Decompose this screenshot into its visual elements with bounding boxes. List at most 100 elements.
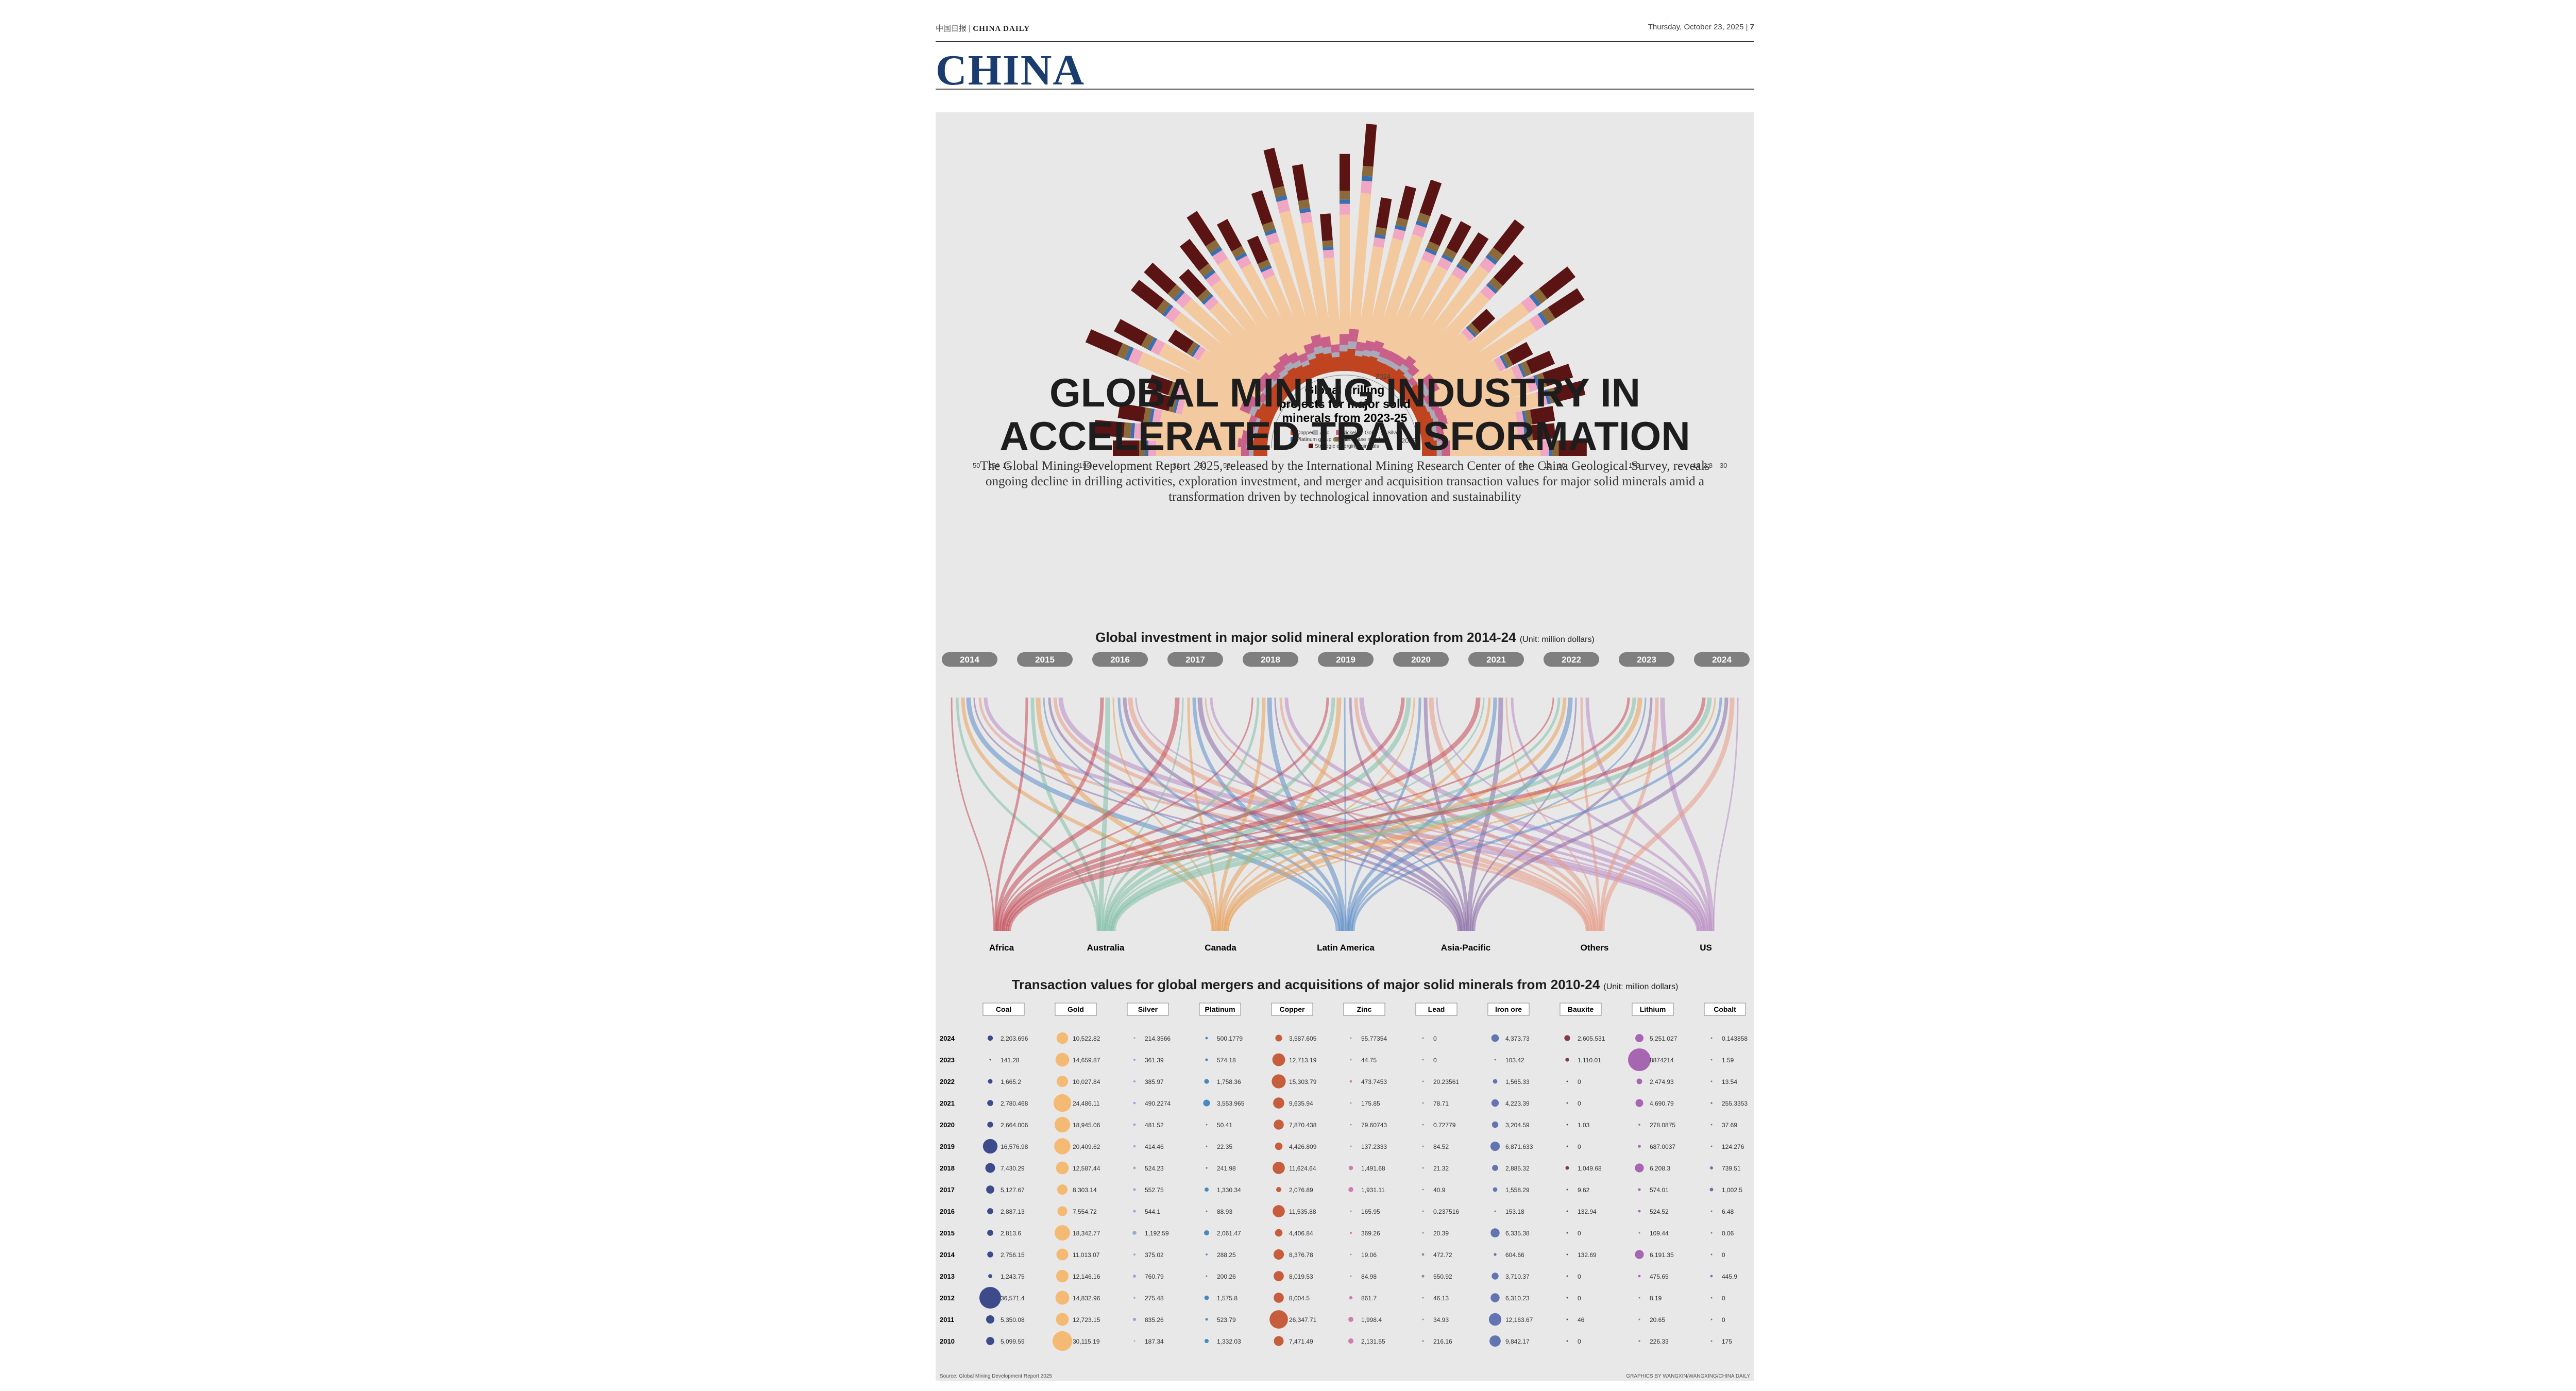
ma-value: 1,332.03 bbox=[1217, 1338, 1241, 1345]
drilling-bar-segment bbox=[1265, 232, 1280, 245]
ma-bubble bbox=[1566, 1189, 1568, 1191]
ma-value: 11,535.88 bbox=[1289, 1208, 1316, 1215]
drilling-bar-segment bbox=[1340, 334, 1350, 345]
ma-year-label: 2021 bbox=[940, 1099, 955, 1107]
headline: GLOBAL MINING INDUSTRY IN ACCELERATED TR… bbox=[999, 370, 1690, 459]
ma-bubble bbox=[1054, 1138, 1071, 1155]
flow-link bbox=[1043, 697, 1341, 931]
ma-value: 2,885.32 bbox=[1505, 1165, 1530, 1172]
drilling-bar-segment bbox=[1426, 241, 1440, 252]
drilling-bar-segment bbox=[1145, 440, 1148, 456]
right-bar-value: 53 bbox=[1519, 462, 1526, 469]
region-label: Canada bbox=[1205, 943, 1236, 953]
mineral-header: Platinum bbox=[1205, 1005, 1235, 1013]
drilling-bar-segment bbox=[1441, 378, 1531, 421]
drilling-bar-segment bbox=[1162, 304, 1174, 317]
ma-year-label: 2024 bbox=[940, 1034, 955, 1042]
ma-value: 1,665.2 bbox=[1001, 1078, 1021, 1085]
ma-value: 8,303.14 bbox=[1073, 1186, 1097, 1194]
drilling-bar-segment bbox=[1340, 203, 1350, 215]
investment-title: Global investment in major solid mineral… bbox=[936, 630, 1754, 646]
ma-value: 141.28 bbox=[1001, 1057, 1020, 1064]
ma-value: 7,471.49 bbox=[1289, 1338, 1313, 1345]
drilling-bar-segment bbox=[1397, 185, 1416, 220]
ma-bubble bbox=[1565, 1058, 1569, 1062]
investment-flow-chart: 2014 2015 2016 2017 2018 2019 2020 2021 2022 2023… bbox=[942, 652, 1750, 953]
drilling-bar-segment bbox=[1187, 211, 1216, 247]
mineral-header-box bbox=[1487, 1003, 1530, 1016]
ma-bubble bbox=[1422, 1102, 1424, 1104]
flow-link bbox=[1227, 697, 1716, 931]
drilling-bar-segment bbox=[1260, 265, 1272, 273]
ma-bubble bbox=[1204, 1338, 1209, 1344]
drilling-bar-segment bbox=[1165, 306, 1181, 323]
ma-value: 552.75 bbox=[1145, 1186, 1164, 1194]
ma-value: 241.98 bbox=[1217, 1165, 1236, 1172]
ma-value: 490.2274 bbox=[1145, 1100, 1171, 1107]
drilling-bar-segment bbox=[1541, 307, 1555, 324]
flow-link bbox=[1006, 697, 1630, 931]
ma-year-label: 2019 bbox=[940, 1143, 955, 1150]
ma-bubble bbox=[1492, 1273, 1499, 1280]
flow-link bbox=[996, 697, 1180, 931]
year-pill-label: 2024 bbox=[1712, 655, 1732, 665]
ma-value: 10,027.84 bbox=[1073, 1078, 1100, 1085]
drilling-bar-segment bbox=[1542, 364, 1573, 386]
ma-bubble bbox=[1272, 1053, 1285, 1066]
left-bar-value: 4 bbox=[995, 462, 999, 469]
ma-bubble bbox=[987, 1208, 993, 1214]
drilling-bar-segment bbox=[1212, 249, 1228, 265]
drilling-bar-segment bbox=[1451, 266, 1467, 281]
drilling-bar-segment bbox=[1113, 440, 1139, 456]
ma-value: 524.52 bbox=[1650, 1208, 1669, 1215]
drilling-bar-segment bbox=[1143, 407, 1152, 423]
drilling-bar-segment bbox=[1419, 179, 1442, 216]
ma-bubble bbox=[1133, 1145, 1136, 1148]
left-bar-value: 50 bbox=[973, 462, 980, 469]
flow-link bbox=[1284, 697, 1706, 931]
ma-value: 15,303.79 bbox=[1289, 1078, 1317, 1085]
ma-value: 574.18 bbox=[1217, 1057, 1236, 1064]
ma-value: 0 bbox=[1433, 1035, 1437, 1042]
drilling-bar-segment bbox=[1374, 233, 1386, 240]
ma-bubble bbox=[1710, 1166, 1713, 1169]
year-pill bbox=[1619, 652, 1674, 667]
ma-bubble bbox=[1350, 1253, 1352, 1256]
ma-value: 2,756.15 bbox=[1001, 1251, 1025, 1259]
ma-value: 369.26 bbox=[1361, 1230, 1380, 1237]
year-label-2024: 2024 bbox=[1376, 372, 1391, 380]
mineral-header: Iron ore bbox=[1495, 1005, 1522, 1013]
flow-link bbox=[994, 697, 1028, 931]
year-pill bbox=[1468, 652, 1524, 667]
ma-value: 278.0875 bbox=[1650, 1122, 1675, 1129]
drilling-bar-segment bbox=[1526, 376, 1538, 393]
drilling-bar-segment bbox=[1131, 280, 1164, 310]
flow-link bbox=[1005, 697, 1554, 931]
ma-value: 1,491.68 bbox=[1361, 1165, 1385, 1172]
ma-value: 12,723.15 bbox=[1073, 1316, 1100, 1324]
drilling-bar-segment bbox=[1537, 312, 1549, 326]
flow-link bbox=[1223, 697, 1567, 931]
mineral-header: Coal bbox=[996, 1005, 1011, 1013]
drilling-bar-segment bbox=[1186, 341, 1198, 356]
ma-value: 36,571.4 bbox=[1001, 1295, 1025, 1302]
ma-bubble bbox=[1206, 1275, 1208, 1277]
drilling-bar-segment bbox=[1183, 298, 1269, 379]
drilling-bar-segment bbox=[1167, 284, 1182, 299]
drilling-bar-segment bbox=[1298, 199, 1310, 210]
drilling-bar-segment bbox=[1231, 246, 1246, 258]
flow-link bbox=[1600, 697, 1735, 931]
drilling-bar-segment bbox=[1520, 361, 1532, 377]
flow-link bbox=[1103, 697, 1260, 931]
mineral-header-box bbox=[1055, 1003, 1097, 1016]
drilling-bar-segment bbox=[1263, 147, 1284, 189]
drilling-bar-segment bbox=[1382, 367, 1401, 387]
drilling-bar-segment bbox=[1181, 386, 1253, 423]
ma-bubble-table: Coal Gold Silver Platinum Copper Zinc Lead Iron… bbox=[940, 1003, 1748, 1351]
drilling-bar-segment bbox=[1201, 294, 1213, 305]
ma-value: 18,945.06 bbox=[1073, 1122, 1100, 1129]
year-pill-label: 2020 bbox=[1411, 655, 1431, 665]
drilling-bar-segment bbox=[1191, 344, 1200, 358]
ma-bubble bbox=[1710, 1253, 1713, 1256]
drilling-bar-segment bbox=[1211, 279, 1283, 367]
